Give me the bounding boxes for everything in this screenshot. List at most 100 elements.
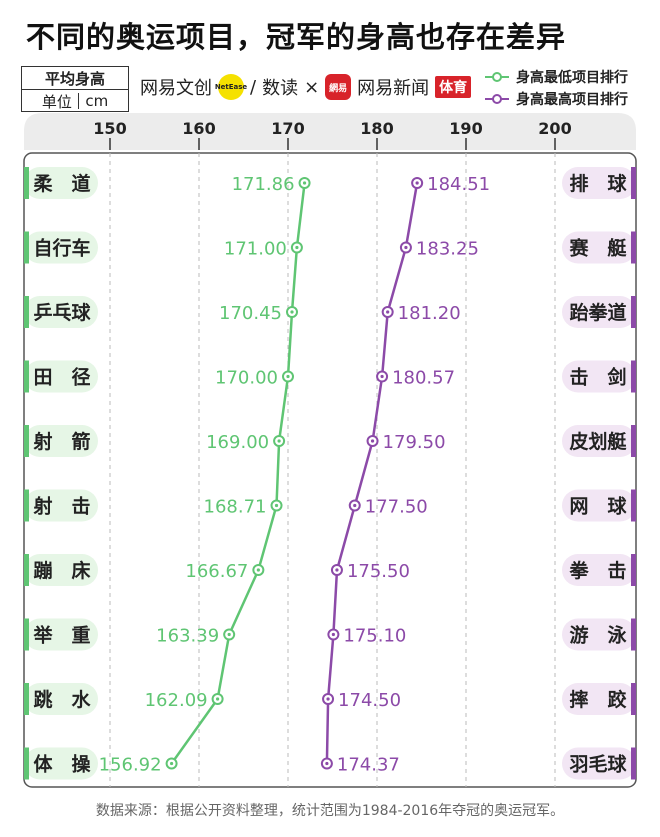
netease-badge-icon: NetEase [215, 74, 247, 100]
brand-logos: 网易文创 NetEase / 数读 × 網易 网易新闻 体育 [140, 72, 472, 102]
category-label-low-1: 自行车 [33, 237, 90, 260]
category-accent-high-4 [631, 425, 636, 457]
category-accent-high-3 [631, 360, 636, 393]
unit-box-title: 平均身高 [22, 67, 128, 90]
category-label-low-8: 跳 水 [33, 688, 91, 711]
x-tick-label-190: 190 [449, 119, 482, 138]
category-label-high-0: 排 球 [569, 172, 627, 195]
category-pill-high-3 [562, 360, 636, 393]
category-pill-low-0 [24, 167, 98, 199]
times-sign: × [304, 76, 320, 98]
data-point-dot-low-1 [295, 245, 299, 250]
category-label-high-8: 摔 跤 [569, 688, 626, 711]
category-accent-low-8 [24, 683, 29, 715]
category-pill-low-5 [24, 489, 98, 522]
category-pill-low-6 [24, 554, 98, 586]
legend: 身高最低项目排行 身高最高项目排行 [484, 66, 628, 110]
category-accent-high-1 [631, 231, 636, 264]
x-tick-label-160: 160 [182, 119, 215, 138]
data-point-dot-low-9 [169, 761, 174, 766]
category-accent-low-1 [24, 231, 29, 264]
category-accent-high-8 [631, 683, 636, 715]
series-line-low [170, 182, 306, 765]
data-label-high-6: 175.50 [347, 561, 410, 582]
category-accent-low-4 [24, 425, 29, 457]
category-label-low-0: 柔 道 [33, 172, 90, 195]
unit-box-unit-row: 单位 cm [22, 90, 128, 112]
data-point-dot-high-1 [404, 245, 408, 250]
data-point-dot-high-7 [331, 632, 335, 637]
category-pill-high-1 [562, 231, 636, 264]
data-point-dot-high-9 [325, 761, 329, 766]
legend-low-label: 身高最低项目排行 [516, 70, 628, 86]
data-label-high-7: 175.10 [343, 626, 406, 647]
category-label-low-4: 射 箭 [32, 430, 90, 453]
data-label-low-3: 170.00 [215, 368, 278, 389]
data-label-low-6: 166.67 [185, 561, 248, 582]
category-pill-high-4 [562, 425, 636, 457]
category-accent-high-6 [631, 554, 636, 586]
data-label-low-4: 169.00 [206, 432, 269, 453]
data-point-dot-high-3 [380, 374, 384, 379]
category-pill-high-9 [562, 747, 636, 780]
category-accent-high-2 [631, 296, 636, 328]
category-pill-high-6 [562, 554, 636, 586]
data-label-high-2: 181.20 [398, 303, 461, 324]
data-point-dot-high-2 [386, 310, 390, 314]
data-point-dot-low-3 [286, 374, 290, 379]
legend-high-label: 身高最高项目排行 [516, 92, 628, 108]
category-pill-high-7 [562, 618, 636, 651]
category-label-low-3: 田 径 [33, 367, 90, 389]
category-pill-low-4 [24, 425, 98, 457]
category-label-high-7: 游 泳 [569, 624, 627, 647]
unit-box: 平均身高 单位 cm [21, 66, 129, 112]
x-tick-label-150: 150 [93, 119, 126, 138]
category-pill-high-0 [562, 167, 636, 199]
x-tick-label-180: 180 [360, 119, 393, 138]
category-accent-low-7 [24, 618, 29, 651]
data-point-dot-high-6 [335, 568, 339, 572]
category-pill-low-2 [24, 296, 98, 328]
category-accent-high-9 [631, 747, 636, 780]
page-title: 不同的奥运项目，冠军的身高也存在差异 [26, 20, 567, 54]
category-pill-low-9 [24, 747, 98, 780]
unit-label: 单位 [41, 92, 72, 111]
category-accent-low-0 [24, 167, 29, 199]
data-label-low-0: 171.86 [232, 174, 295, 195]
data-point-dot-high-4 [370, 439, 375, 443]
unit-divider [77, 93, 80, 109]
data-point-dot-low-2 [290, 310, 294, 314]
category-label-low-7: 举 重 [32, 624, 90, 647]
category-pill-high-8 [562, 683, 636, 715]
category-accent-high-0 [631, 167, 636, 199]
category-label-high-3: 击 剑 [569, 366, 626, 389]
category-accent-low-2 [24, 296, 29, 328]
data-label-high-5: 177.50 [365, 497, 428, 518]
category-label-high-5: 网 球 [569, 495, 627, 518]
data-point-dot-low-7 [227, 632, 231, 637]
data-label-low-9: 156.92 [99, 755, 162, 776]
axis-header-band [24, 113, 636, 150]
data-point-dot-low-6 [256, 568, 260, 572]
category-label-high-2: 跆拳道 [569, 301, 626, 324]
data-label-high-9: 174.37 [337, 755, 400, 776]
data-point-dot-low-8 [216, 697, 220, 701]
category-accent-high-5 [631, 489, 636, 522]
legend-item-high: 身高最高项目排行 [484, 88, 628, 110]
data-label-low-7: 163.39 [156, 626, 219, 647]
data-point-dot-low-5 [274, 503, 279, 508]
brand-separator: / [250, 76, 257, 98]
category-accent-high-7 [631, 618, 636, 651]
plot-frame [23, 152, 637, 788]
category-pill-low-1 [24, 231, 98, 264]
sports-badge: 体育 [435, 76, 472, 98]
data-point-dot-high-5 [353, 503, 357, 508]
data-label-low-8: 162.09 [145, 690, 208, 711]
series-line-high [325, 182, 419, 764]
data-point-dot-high-8 [326, 697, 330, 701]
legend-low-marker-icon [485, 72, 509, 82]
brand-netease-news: 网易新闻 [357, 78, 430, 99]
data-point-dot-high-0 [415, 181, 419, 185]
unit-value: cm [85, 92, 109, 110]
